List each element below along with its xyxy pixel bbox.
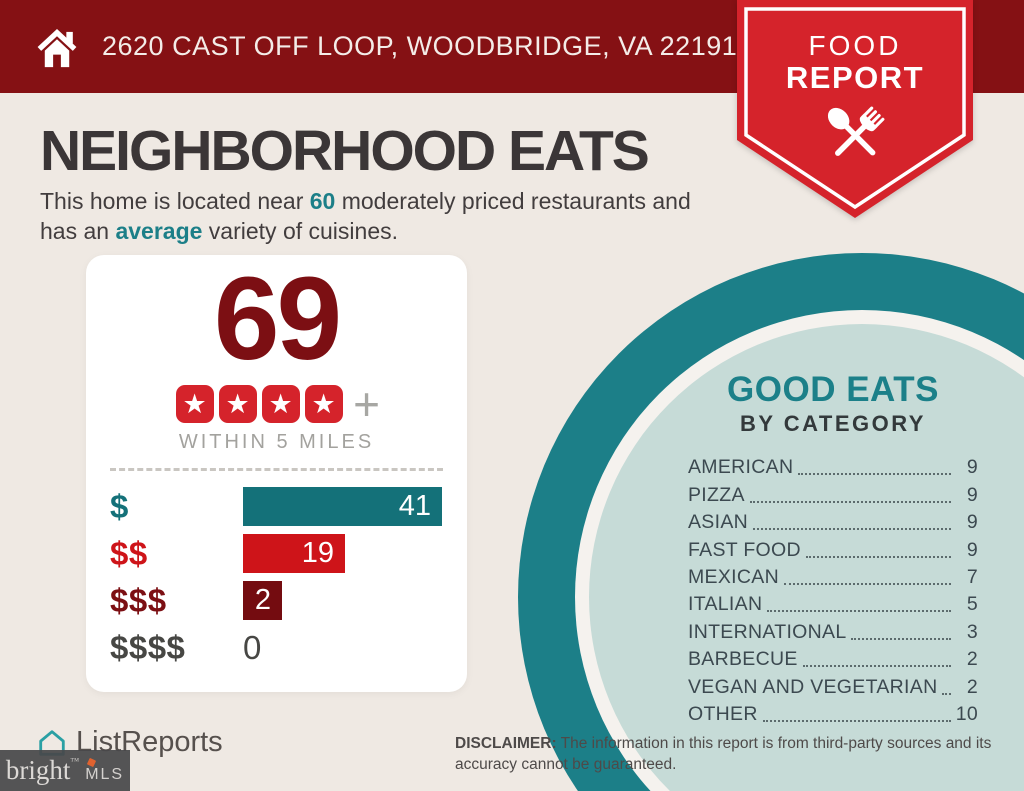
dotted-leader	[942, 692, 951, 695]
price-tier-chart: $41 $$ 19 $$$ 2 $$$$ 0	[86, 483, 467, 671]
category-count: 9	[966, 456, 978, 479]
page-subtitle: This home is located near 60 moderately …	[40, 186, 740, 247]
disclaimer: DISCLAIMER: The information in this repo…	[455, 734, 995, 776]
ribbon-shape	[737, 0, 973, 218]
subtitle-text: variety of cuisines.	[202, 218, 399, 245]
brand-suffix: MLS	[85, 765, 125, 783]
price-tier-row: $$$$ 0	[110, 624, 467, 671]
price-tier-bar: 2	[243, 581, 282, 621]
category-count: 9	[966, 483, 978, 506]
subtitle-text: moderately priced restaurants and	[335, 188, 691, 214]
ribbon-title-line1: FOOD	[808, 30, 902, 61]
subtitle-text: This home is located near	[40, 188, 310, 214]
category-count: 10	[955, 702, 978, 725]
category-count: 7	[966, 565, 978, 588]
category-row: INTERNATIONAL 3	[688, 616, 978, 643]
price-tier-row: $$ 19	[110, 530, 467, 577]
food-report-ribbon: FOOD REPORT	[737, 0, 973, 218]
category-label: ASIAN	[688, 511, 749, 534]
price-tier-label: $	[110, 487, 129, 525]
price-tier-label: $$	[110, 534, 148, 572]
disclaimer-text: The information in this report is from t…	[455, 735, 992, 773]
restaurant-stats-card: 69 ★ ★ ★ ★ + WITHIN 5 MILES $41 $$ 19 $$$ 2 $$$$ 0	[86, 255, 467, 692]
category-row: AMERICAN 9	[688, 452, 978, 479]
dotted-leader	[805, 555, 951, 558]
restaurant-count: 69	[213, 253, 342, 385]
price-tier-bar: 41	[243, 487, 442, 527]
category-label: ITALIAN	[688, 593, 763, 616]
page-title: NEIGHBORHOOD EATS	[40, 119, 650, 183]
category-label: PIZZA	[688, 483, 745, 506]
price-tier-row: $41	[110, 483, 467, 530]
restaurant-count-highlight: 60	[309, 188, 336, 214]
category-label: MEXICAN	[688, 565, 779, 588]
price-tier-label: $$$	[110, 581, 167, 619]
home-icon	[37, 28, 77, 67]
category-count: 9	[966, 538, 978, 561]
category-row: PIZZA 9	[688, 479, 978, 506]
category-label: OTHER	[688, 702, 758, 725]
category-count: 3	[966, 620, 978, 643]
dotted-leader	[753, 528, 951, 531]
disclaimer-label: DISCLAIMER:	[455, 735, 557, 752]
category-row: ASIAN 9	[688, 507, 978, 534]
star-icon: ★	[218, 385, 257, 424]
dotted-leader	[798, 473, 951, 476]
price-tier-zero-value: 0	[243, 628, 262, 666]
category-row: OTHER 10	[688, 699, 978, 726]
bright-mls-wordmark: bright™	[6, 755, 79, 786]
dotted-leader	[802, 665, 951, 668]
price-tier-row: $$$ 2	[110, 577, 467, 624]
category-row: ITALIAN 5	[688, 589, 978, 616]
category-label: INTERNATIONAL	[688, 620, 847, 643]
dotted-leader	[762, 719, 951, 722]
trademark-symbol: ™	[70, 756, 80, 766]
spoon-fork-icon	[827, 106, 885, 156]
bright-mls-logo: bright™ MLS	[0, 750, 130, 791]
star-rating: ★ ★ ★ ★ +	[86, 378, 467, 431]
category-label: FAST FOOD	[688, 538, 801, 561]
category-row: FAST FOOD 9	[688, 534, 978, 561]
star-icon: ★	[175, 385, 214, 424]
dashed-divider	[110, 468, 443, 472]
price-tier-label: $$$$	[110, 628, 186, 666]
dotted-leader	[783, 582, 951, 585]
plus-icon: +	[353, 378, 380, 431]
category-count: 2	[966, 648, 978, 671]
dotted-leader	[767, 610, 951, 613]
radius-label: WITHIN 5 MILES	[178, 431, 375, 454]
category-count: 2	[966, 675, 978, 698]
star-icon: ★	[261, 385, 300, 424]
category-count: 5	[966, 593, 978, 616]
category-label: BARBECUE	[688, 648, 798, 671]
subtitle-text: has an	[40, 218, 116, 245]
category-label: AMERICAN	[688, 456, 794, 479]
good-eats-panel: GOOD EATS BY CATEGORY AMERICAN 9 PIZZA 9 ASI…	[688, 370, 978, 726]
category-row: VEGAN AND VEGETARIAN 2	[688, 671, 978, 698]
category-row: MEXICAN 7	[688, 562, 978, 589]
star-icon: ★	[304, 385, 343, 424]
property-address: 2620 CAST OFF LOOP, WOODBRIDGE, VA 22191	[102, 31, 738, 61]
category-count: 9	[966, 511, 978, 534]
good-eats-title: GOOD EATS	[727, 370, 939, 409]
brand-name: bright	[5, 755, 71, 785]
price-tier-bar: 19	[243, 534, 345, 574]
ribbon-title-line2: REPORT	[785, 60, 925, 95]
dotted-leader	[851, 637, 951, 640]
category-label: VEGAN AND VEGETARIAN	[688, 675, 938, 698]
good-eats-subtitle: BY CATEGORY	[739, 411, 926, 436]
variety-highlight: average	[115, 218, 203, 245]
category-list: AMERICAN 9 PIZZA 9 ASIAN 9 FAST FOOD 9 MEXICAN 7 I…	[688, 452, 978, 726]
category-row: BARBECUE 2	[688, 644, 978, 671]
dotted-leader	[749, 500, 951, 503]
